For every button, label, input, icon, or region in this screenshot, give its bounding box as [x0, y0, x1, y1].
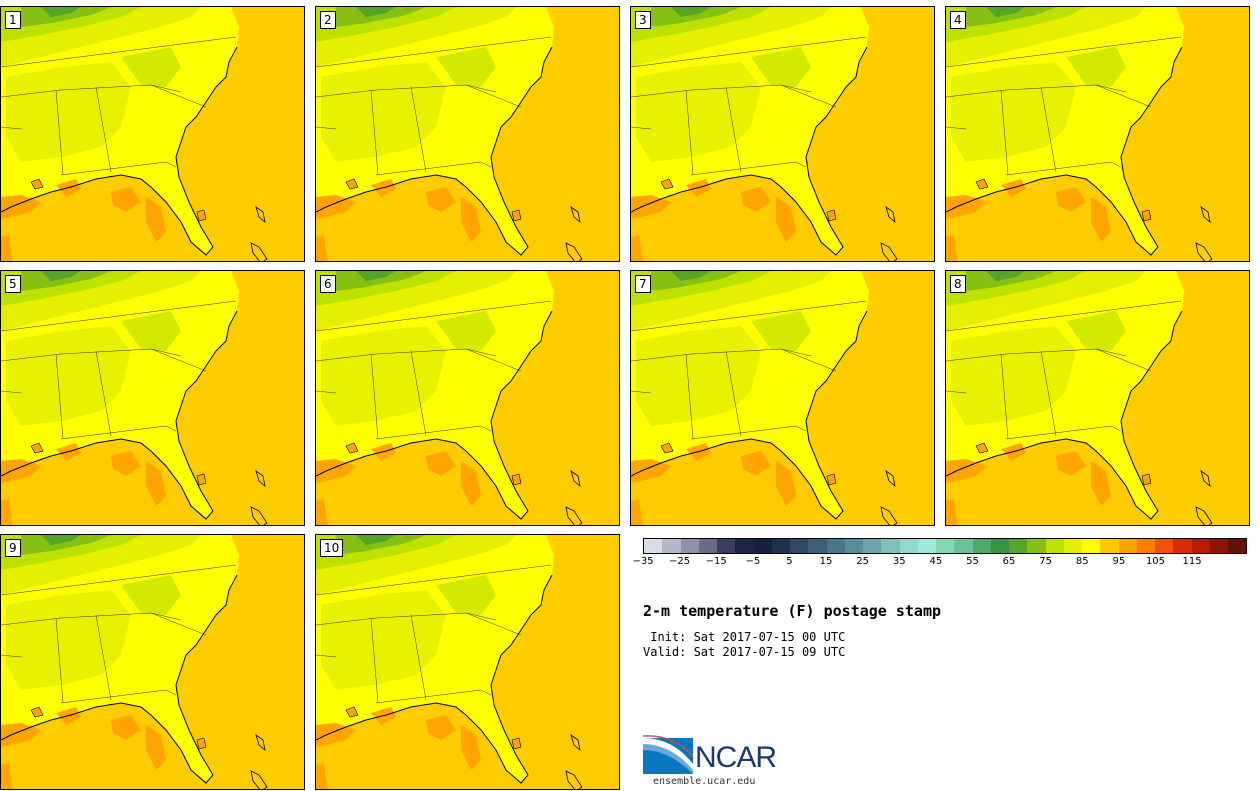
- panel-label: 3: [635, 11, 651, 29]
- panel-label: 1: [5, 11, 21, 29]
- colorbar-swatch: [1173, 539, 1192, 553]
- colorbar-swatch: [917, 539, 936, 553]
- colorbar-swatch: [790, 539, 809, 553]
- map-panel-10: 10: [315, 534, 620, 790]
- colorbar-swatch: [990, 539, 1009, 553]
- map-panel-5: 5: [0, 270, 305, 526]
- ncar-logo-icon: [643, 735, 694, 774]
- colorbar-tick-label: 95: [1112, 556, 1126, 567]
- panel-label: 2: [320, 11, 336, 29]
- colorbar-tick-label: 25: [856, 556, 869, 567]
- colorbar-swatch: [1136, 539, 1155, 553]
- colorbar-tick-label: 45: [929, 556, 943, 567]
- temperature-colorbar: [643, 538, 1247, 554]
- colorbar-swatch: [680, 539, 699, 553]
- colorbar-swatch: [954, 539, 973, 553]
- colorbar-swatch: [1209, 539, 1228, 553]
- map-panel-3: 3: [630, 6, 935, 262]
- colorbar-swatch: [1027, 539, 1046, 553]
- map-panel-6: 6: [315, 270, 620, 526]
- colorbar-tick-label: 15: [819, 556, 833, 567]
- map-panel-4: 4: [945, 6, 1250, 262]
- colorbar-swatch: [1191, 539, 1210, 553]
- colorbar-swatch: [881, 539, 900, 553]
- colorbar-swatch: [1155, 539, 1174, 553]
- colorbar-swatch: [1009, 539, 1028, 553]
- colorbar-swatch: [1063, 539, 1082, 553]
- init-time: Init: Sat 2017-07-15 00 UTC: [643, 630, 846, 644]
- map-panel-9: 9: [0, 534, 305, 790]
- panel-label: 10: [320, 539, 344, 557]
- colorbar-tick-label: −35: [632, 556, 654, 567]
- colorbar-tick-label: 65: [1002, 556, 1016, 567]
- colorbar-swatch: [936, 539, 955, 553]
- colorbar-tick-label: 5: [786, 556, 793, 567]
- colorbar-swatch: [1045, 539, 1064, 553]
- colorbar-swatch: [771, 539, 790, 553]
- colorbar-swatch: [808, 539, 827, 553]
- valid-time: Valid: Sat 2017-07-15 09 UTC: [643, 645, 846, 659]
- panel-label: 8: [950, 275, 966, 293]
- colorbar-tick-label: −15: [705, 556, 727, 567]
- colorbar-tick-label: 75: [1039, 556, 1053, 567]
- colorbar-swatch: [972, 539, 991, 553]
- logo-url: ensemble.ucar.edu: [653, 776, 756, 787]
- panel-label: 7: [635, 275, 651, 293]
- colorbar-swatch: [899, 539, 918, 553]
- panel-label: 9: [5, 539, 21, 557]
- colorbar-tick-label: 35: [892, 556, 906, 567]
- colorbar-swatch: [735, 539, 754, 553]
- colorbar-tick-label: 115: [1182, 556, 1202, 567]
- colorbar-swatch: [1118, 539, 1137, 553]
- colorbar-tick-label: 85: [1075, 556, 1089, 567]
- panel-label: 5: [5, 275, 21, 293]
- colorbar-tick-label: −25: [669, 556, 691, 567]
- colorbar-tick-label: 55: [966, 556, 979, 567]
- colorbar-swatch: [1100, 539, 1119, 553]
- panel-label: 6: [320, 275, 336, 293]
- map-panel-8: 8: [945, 270, 1250, 526]
- map-panel-2: 2: [315, 6, 620, 262]
- map-panel-7: 7: [630, 270, 935, 526]
- ncar-logo: NCAR ensemble.ucar.edu: [643, 734, 803, 790]
- colorbar-tick-label: −5: [745, 556, 761, 567]
- colorbar-tick-label: 105: [1145, 556, 1166, 567]
- colorbar-ticks: −35 −25 −15 −5 5 15 25 35 45 55 65 75 85 95 105 115: [632, 556, 1247, 572]
- logo-text: NCAR: [695, 741, 777, 774]
- colorbar-swatch: [753, 539, 772, 553]
- colorbar-swatch: [698, 539, 717, 553]
- colorbar-swatch: [1228, 539, 1247, 553]
- panel-label: 4: [950, 11, 966, 29]
- figure-title: 2-m temperature (F) postage stamp: [643, 602, 942, 620]
- colorbar-swatch: [863, 539, 882, 553]
- colorbar-swatch: [717, 539, 736, 553]
- colorbar-swatch: [662, 539, 681, 553]
- colorbar-swatch: [844, 539, 863, 553]
- colorbar-swatch: [1082, 539, 1101, 553]
- colorbar-swatch: [644, 539, 663, 553]
- colorbar-swatch: [826, 539, 845, 553]
- map-panel-1: 1: [0, 6, 305, 262]
